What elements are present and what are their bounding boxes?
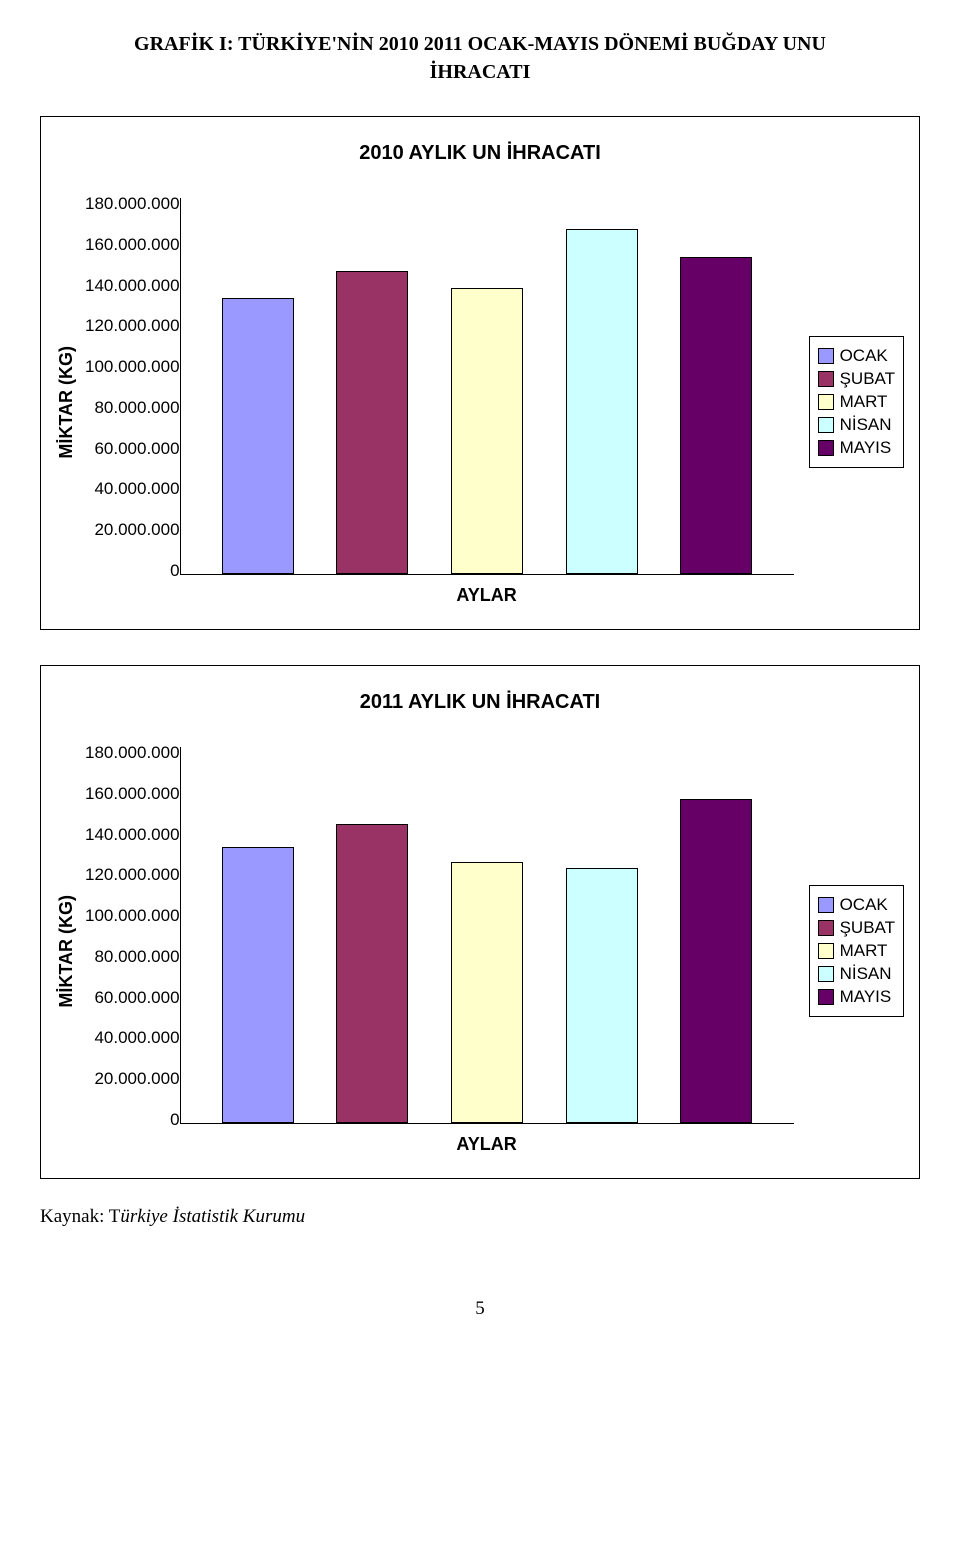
legend-swatch [818,394,834,410]
chart-2011-yticks: 180.000.000 160.000.000 140.000.000 120.000… [85,744,180,1158]
page-title-line2: İHRACATI [430,61,531,83]
legend-label: MART [840,941,888,961]
chart-2011-body: MİKTAR (KG) 180.000.000 160.000.000 140.00… [56,744,904,1158]
y-tick: 20.000.000 [94,521,179,538]
chart-2011-plot [180,747,794,1124]
y-tick: 60.000.000 [94,440,179,457]
y-tick: 180.000.000 [85,744,180,761]
legend-swatch [818,897,834,913]
legend-label: MART [840,392,888,412]
page-title: GRAFİK I: TÜRKİYE'NİN 2010 2011 OCAK-MAY… [40,30,920,86]
y-tick: 40.000.000 [94,480,179,497]
bar [680,799,752,1123]
legend-label: ŞUBAT [840,918,895,938]
y-tick: 140.000.000 [85,826,180,843]
legend-label: OCAK [840,346,888,366]
chart-2011-plot-wrapper: AYLAR [180,747,794,1155]
y-tick: 160.000.000 [85,785,180,802]
legend-item: ŞUBAT [818,918,895,938]
bar [451,862,523,1123]
legend-label: ŞUBAT [840,369,895,389]
source-line: Kaynak: Türkiye İstatistik Kurumu [40,1206,920,1228]
legend-swatch [818,371,834,387]
legend-item: MAYIS [818,438,895,458]
legend-item: MART [818,392,895,412]
chart-2010-plot-wrapper: AYLAR [180,198,794,606]
y-tick: 140.000.000 [85,277,180,294]
chart-2010-plot [180,198,794,575]
legend-item: MART [818,941,895,961]
legend-label: NİSAN [840,964,892,984]
chart-2010-body: MİKTAR (KG) 180.000.000 160.000.000 140.00… [56,195,904,609]
chart-2011-ylabel: MİKTAR (KG) [56,895,77,1008]
legend-item: NİSAN [818,415,895,435]
legend-item: NİSAN [818,964,895,984]
bar [336,271,408,574]
y-tick: 80.000.000 [94,399,179,416]
y-tick: 180.000.000 [85,195,180,212]
source-italic: ürkiye İstatistik Kurumu [120,1206,305,1227]
bar [336,824,408,1123]
chart-2010-ylabel: MİKTAR (KG) [56,346,77,459]
legend-label: MAYIS [840,438,892,458]
legend-label: OCAK [840,895,888,915]
chart-2011: 2011 AYLIK UN İHRACATI MİKTAR (KG) 180.0… [40,665,920,1179]
chart-2010-title: 2010 AYLIK UN İHRACATI [56,142,904,165]
legend-item: OCAK [818,346,895,366]
y-tick: 100.000.000 [85,358,180,375]
y-tick: 120.000.000 [85,866,180,883]
chart-2011-xlabel: AYLAR [180,1134,794,1155]
y-tick: 0 [170,1111,179,1128]
legend-label: NİSAN [840,415,892,435]
y-tick: 80.000.000 [94,948,179,965]
chart-2010-xlabel: AYLAR [180,585,794,606]
y-tick: 100.000.000 [85,907,180,924]
y-tick: 120.000.000 [85,317,180,334]
source-prefix: Kaynak: T [40,1206,120,1227]
legend-label: MAYIS [840,987,892,1007]
legend-swatch [818,989,834,1005]
y-tick: 160.000.000 [85,236,180,253]
page-title-line1: GRAFİK I: TÜRKİYE'NİN 2010 2011 OCAK-MAY… [134,33,826,55]
chart-2011-title: 2011 AYLIK UN İHRACATI [56,691,904,714]
legend-swatch [818,440,834,456]
legend-swatch [818,966,834,982]
y-tick: 0 [170,562,179,579]
bar [566,229,638,574]
legend-swatch [818,943,834,959]
bar [222,847,294,1123]
bar [680,257,752,575]
y-tick: 20.000.000 [94,1070,179,1087]
page-number: 5 [40,1298,920,1320]
bar [566,868,638,1123]
chart-2010-yticks: 180.000.000 160.000.000 140.000.000 120.000… [85,195,180,609]
legend-swatch [818,920,834,936]
legend-swatch [818,348,834,364]
legend-item: OCAK [818,895,895,915]
bar [222,298,294,574]
chart-2010-legend: OCAK ŞUBAT MART NİSAN MAYIS [809,336,904,468]
y-tick: 60.000.000 [94,989,179,1006]
legend-swatch [818,417,834,433]
legend-item: ŞUBAT [818,369,895,389]
legend-item: MAYIS [818,987,895,1007]
chart-2011-legend: OCAK ŞUBAT MART NİSAN MAYIS [809,885,904,1017]
bar [451,288,523,574]
y-tick: 40.000.000 [94,1029,179,1046]
chart-2010: 2010 AYLIK UN İHRACATI MİKTAR (KG) 180.0… [40,116,920,630]
